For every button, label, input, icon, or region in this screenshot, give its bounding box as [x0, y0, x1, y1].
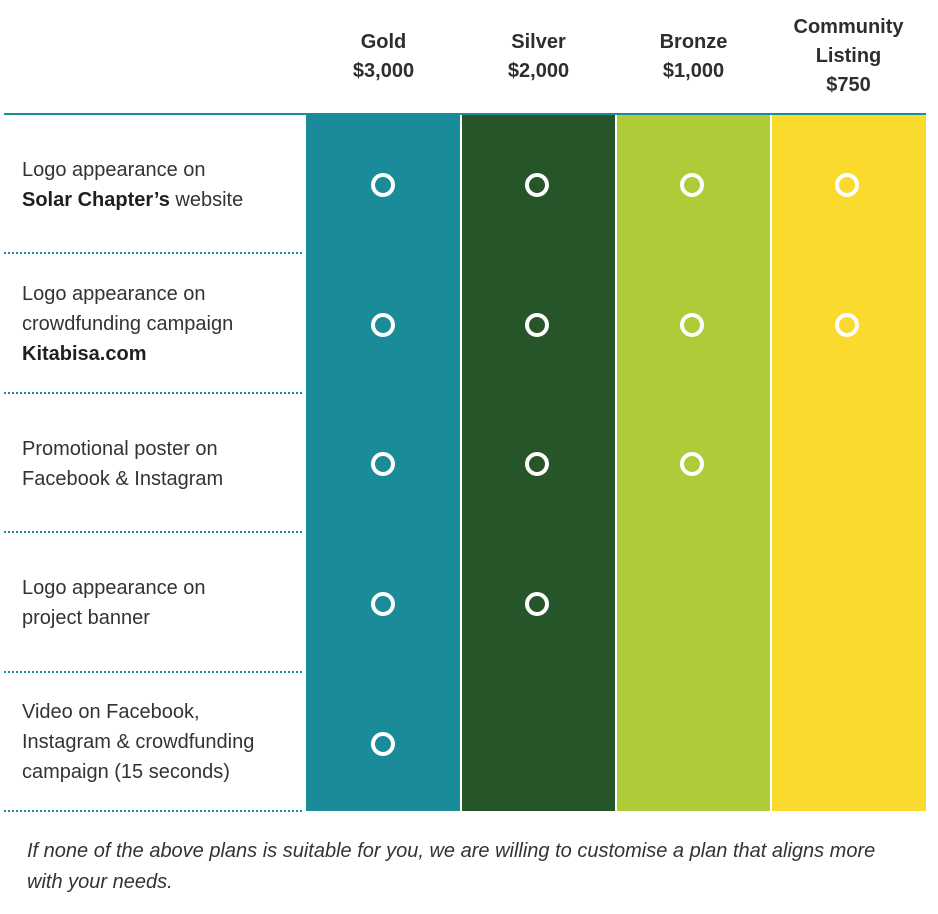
ring-icon [525, 313, 549, 337]
tier-name-line: Listing [815, 45, 882, 67]
row-divider [4, 392, 302, 394]
tier-price: $3,000 [352, 59, 415, 82]
benefit-label-project-banner: Logo appearance on project banner [22, 577, 206, 629]
tier-header-community: Community Listing $750 [771, 0, 926, 113]
ring-icon [371, 732, 395, 756]
row-divider [4, 810, 302, 812]
benefit-label-website-logo: Logo appearance on Solar Chapter’s websi… [22, 159, 244, 211]
ring-icon [835, 313, 859, 337]
header-rule [4, 113, 926, 115]
tier-name: Gold [360, 30, 407, 53]
tier-name: Bronze [659, 30, 728, 53]
ring-icon [680, 313, 704, 337]
ring-icon [680, 173, 704, 197]
ring-icon [525, 452, 549, 476]
ring-icon [371, 173, 395, 197]
benefit-label-video: Video on Facebook, Instagram & crowdfund… [22, 701, 255, 783]
tier-name: Silver [511, 30, 566, 53]
ring-icon [371, 452, 395, 476]
tier-header-gold: Gold $3,000 [306, 0, 461, 113]
benefit-label-crowdfunding-logo: Logo appearance on crowdfunding campaign… [22, 283, 234, 365]
row-divider [4, 252, 302, 254]
ring-icon [525, 592, 549, 616]
ring-icon [680, 452, 704, 476]
ring-icon [525, 173, 549, 197]
ring-icon [835, 173, 859, 197]
tier-header-bronze: Bronze $1,000 [616, 0, 771, 113]
tier-name-line: Community [793, 16, 904, 38]
tier-price: $1,000 [662, 59, 725, 82]
tier-price: $750 [826, 74, 871, 96]
row-divider [4, 531, 302, 533]
ring-icon [371, 592, 395, 616]
footnote: If none of the above plans is suitable f… [27, 840, 876, 893]
tier-price: $2,000 [507, 59, 570, 82]
ring-icon [371, 313, 395, 337]
row-divider [4, 671, 302, 673]
benefit-label-promotional-poster: Promotional poster on Facebook & Instagr… [22, 438, 224, 490]
tier-header-silver: Silver $2,000 [461, 0, 616, 113]
column-community [772, 115, 926, 811]
